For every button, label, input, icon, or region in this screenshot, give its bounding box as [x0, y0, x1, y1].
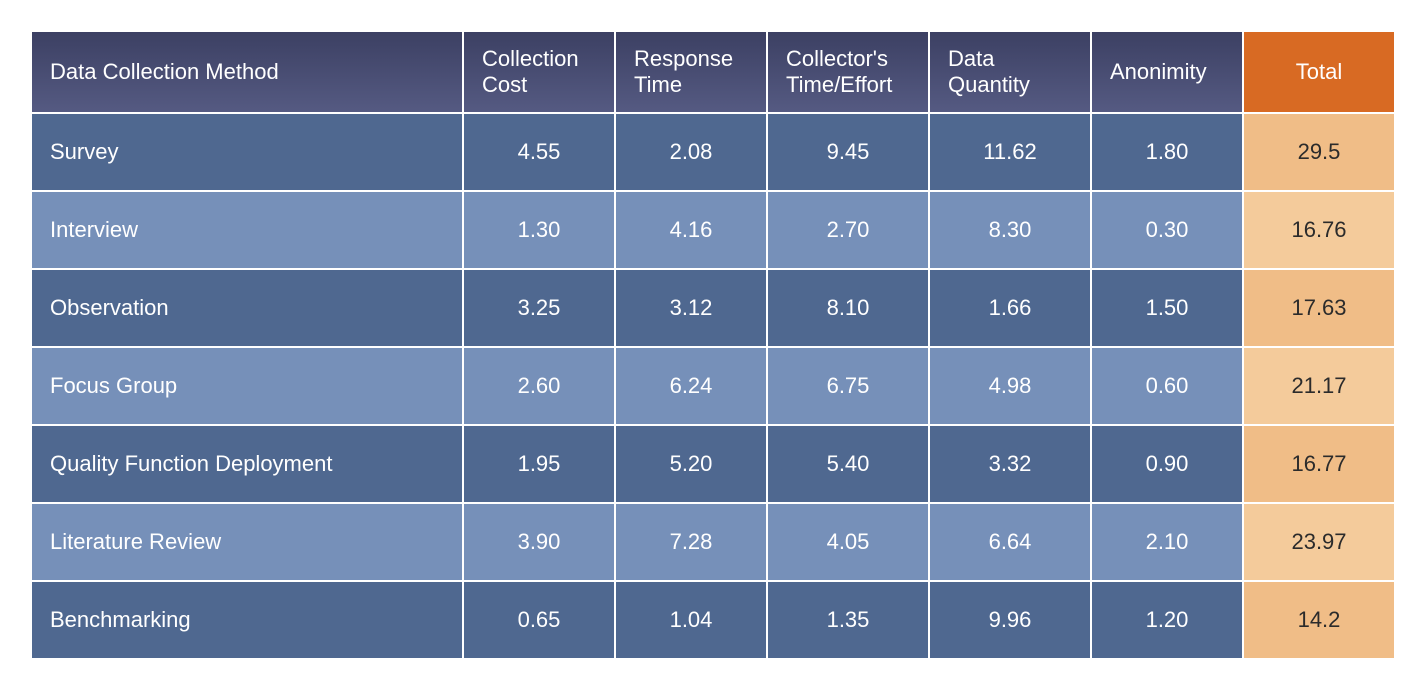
cell-response: 2.08	[616, 114, 766, 190]
table-row: Interview1.304.162.708.300.3016.76	[32, 192, 1394, 268]
cell-effort: 6.75	[768, 348, 928, 424]
cell-effort: 1.35	[768, 582, 928, 658]
cell-quantity: 6.64	[930, 504, 1090, 580]
data-collection-table: Data Collection MethodCollection CostRes…	[30, 30, 1396, 660]
cell-method: Interview	[32, 192, 462, 268]
cell-effort: 8.10	[768, 270, 928, 346]
cell-effort: 2.70	[768, 192, 928, 268]
cell-response: 4.16	[616, 192, 766, 268]
cell-anonimity: 0.60	[1092, 348, 1242, 424]
column-header-effort: Collector's Time/Effort	[768, 32, 928, 112]
cell-effort: 4.05	[768, 504, 928, 580]
cell-total: 16.77	[1244, 426, 1394, 502]
column-header-anonimity: Anonimity	[1092, 32, 1242, 112]
cell-method: Literature Review	[32, 504, 462, 580]
column-header-method: Data Collection Method	[32, 32, 462, 112]
cell-quantity: 1.66	[930, 270, 1090, 346]
table-row: Benchmarking0.651.041.359.961.2014.2	[32, 582, 1394, 658]
cell-response: 7.28	[616, 504, 766, 580]
cell-total: 16.76	[1244, 192, 1394, 268]
table-row: Quality Function Deployment1.955.205.403…	[32, 426, 1394, 502]
cell-response: 3.12	[616, 270, 766, 346]
cell-method: Survey	[32, 114, 462, 190]
column-header-cost: Collection Cost	[464, 32, 614, 112]
column-header-quantity: Data Quantity	[930, 32, 1090, 112]
cell-anonimity: 2.10	[1092, 504, 1242, 580]
cell-anonimity: 0.30	[1092, 192, 1242, 268]
table-header-row: Data Collection MethodCollection CostRes…	[32, 32, 1394, 112]
cell-total: 14.2	[1244, 582, 1394, 658]
cell-quantity: 11.62	[930, 114, 1090, 190]
cell-quantity: 3.32	[930, 426, 1090, 502]
cell-method: Quality Function Deployment	[32, 426, 462, 502]
cell-quantity: 4.98	[930, 348, 1090, 424]
cell-effort: 5.40	[768, 426, 928, 502]
cell-total: 29.5	[1244, 114, 1394, 190]
cell-method: Benchmarking	[32, 582, 462, 658]
cell-response: 5.20	[616, 426, 766, 502]
cell-cost: 3.90	[464, 504, 614, 580]
table-row: Survey4.552.089.4511.621.8029.5	[32, 114, 1394, 190]
cell-anonimity: 0.90	[1092, 426, 1242, 502]
cell-cost: 2.60	[464, 348, 614, 424]
table-row: Focus Group2.606.246.754.980.6021.17	[32, 348, 1394, 424]
cell-anonimity: 1.50	[1092, 270, 1242, 346]
cell-cost: 3.25	[464, 270, 614, 346]
cell-response: 6.24	[616, 348, 766, 424]
cell-effort: 9.45	[768, 114, 928, 190]
cell-total: 21.17	[1244, 348, 1394, 424]
cell-cost: 0.65	[464, 582, 614, 658]
cell-total: 17.63	[1244, 270, 1394, 346]
cell-anonimity: 1.20	[1092, 582, 1242, 658]
cell-response: 1.04	[616, 582, 766, 658]
column-header-response: Response Time	[616, 32, 766, 112]
cell-method: Focus Group	[32, 348, 462, 424]
table-row: Literature Review3.907.284.056.642.1023.…	[32, 504, 1394, 580]
cell-method: Observation	[32, 270, 462, 346]
cell-cost: 1.30	[464, 192, 614, 268]
table-row: Observation3.253.128.101.661.5017.63	[32, 270, 1394, 346]
column-header-total: Total	[1244, 32, 1394, 112]
cell-cost: 1.95	[464, 426, 614, 502]
cell-quantity: 8.30	[930, 192, 1090, 268]
cell-anonimity: 1.80	[1092, 114, 1242, 190]
cell-total: 23.97	[1244, 504, 1394, 580]
cell-cost: 4.55	[464, 114, 614, 190]
cell-quantity: 9.96	[930, 582, 1090, 658]
